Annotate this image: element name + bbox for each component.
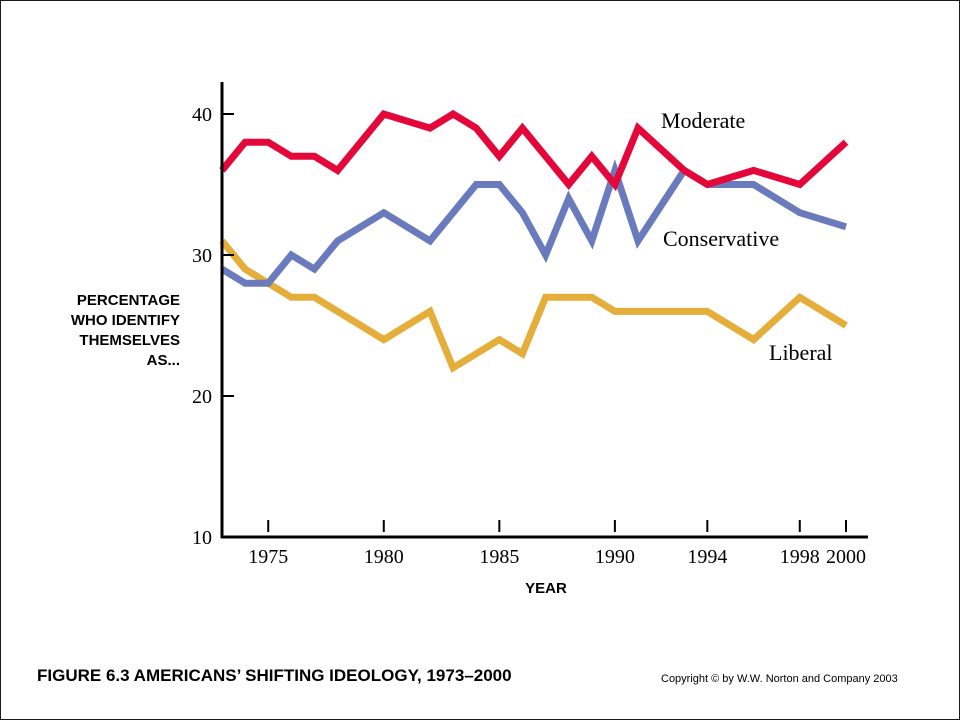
series-line-liberal <box>219 238 848 373</box>
x-tick-label-1985: 1985 <box>479 546 519 568</box>
figure-caption: FIGURE 6.3 AMERICANS’ SHIFTING IDEOLOGY,… <box>37 666 512 685</box>
y-axis-label-line: THEMSELVES <box>79 332 180 349</box>
series-line-moderate <box>219 109 849 192</box>
series-label-conservative: Conservative <box>663 226 779 251</box>
x-tick-label-2000: 2000 <box>826 546 866 568</box>
y-tick-label-30: 30 <box>192 245 212 267</box>
x-tick-label-1980: 1980 <box>364 546 404 568</box>
y-tick-label-20: 20 <box>192 386 212 408</box>
x-tick-label-1994: 1994 <box>687 546 727 568</box>
x-tick-label-1975: 1975 <box>248 546 288 568</box>
y-axis-label-line: AS... <box>147 352 180 369</box>
series-label-liberal: Liberal <box>769 340 833 365</box>
y-axis-label-line: PERCENTAGE <box>77 292 180 309</box>
copyright-notice: Copyright © by W.W. Norton and Company 2… <box>661 673 898 685</box>
x-axis-label: YEAR <box>525 580 567 597</box>
x-tick-label-1998: 1998 <box>780 546 820 568</box>
series-label-moderate: Moderate <box>661 108 745 133</box>
y-tick-label-10: 10 <box>192 527 212 549</box>
y-tick-label-40: 40 <box>192 104 212 126</box>
y-axis-label-line: WHO IDENTIFY <box>71 312 180 329</box>
x-tick-label-1990: 1990 <box>595 546 635 568</box>
